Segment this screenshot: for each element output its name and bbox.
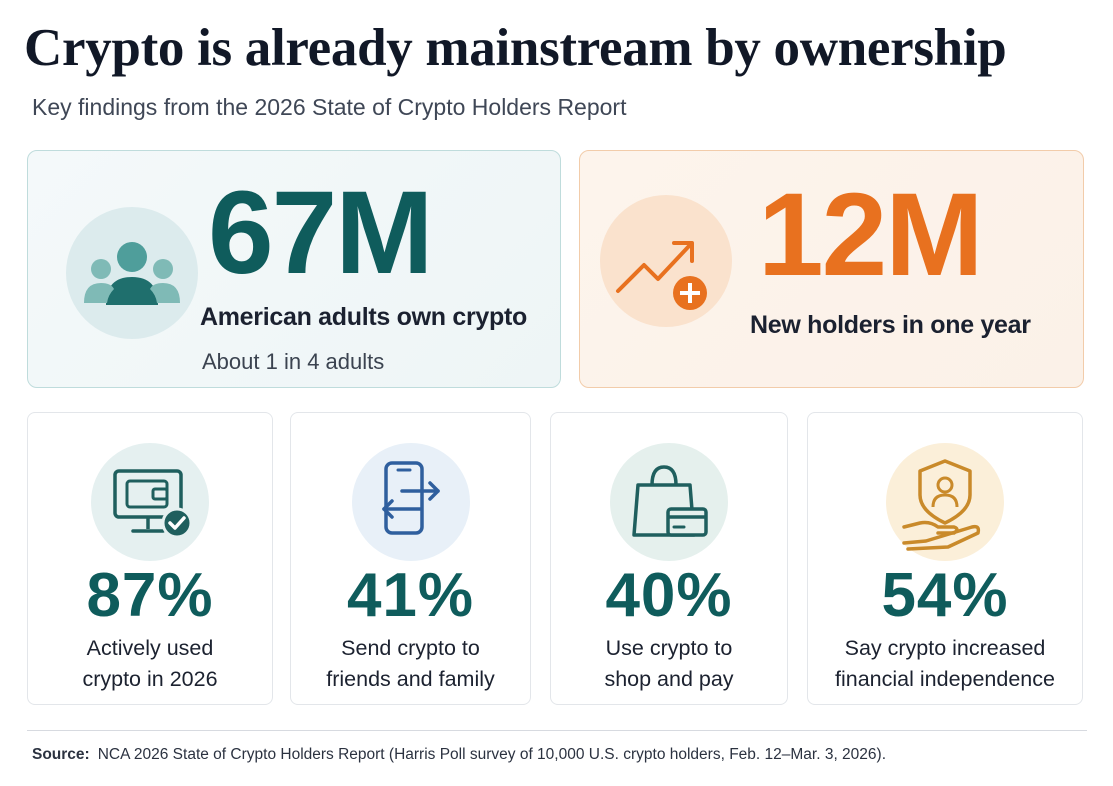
shopping-bag-card-icon	[610, 443, 728, 561]
shop-pay-card: 40% Use crypto to shop and pay	[550, 412, 788, 705]
page-title: Crypto is already mainstream by ownershi…	[24, 19, 1007, 77]
trend-up-plus-icon	[600, 195, 732, 327]
adult-owners-label: American adults own crypto	[200, 303, 527, 331]
source-text: NCA 2026 State of Crypto Holders Report …	[97, 746, 887, 763]
active-use-card: 87% Actively used crypto in 2026	[27, 412, 273, 705]
wallet-monitor-check-icon	[91, 443, 209, 561]
send-crypto-value: 41%	[346, 561, 475, 630]
active-use-label: Actively used crypto in 2026	[82, 636, 218, 691]
page-subtitle: Key findings from the 2026 State of Cryp…	[32, 94, 627, 120]
new-holders-value: 12M	[758, 169, 984, 301]
source-note: Source: NCA 2026 State of Crypto Holders …	[32, 746, 886, 764]
adult-owners-value: 67M	[208, 167, 434, 299]
financial-independence-value: 54%	[881, 561, 1009, 630]
financial-independence-label: Say crypto increased financial independe…	[835, 636, 1055, 691]
people-group-icon	[66, 207, 198, 339]
adult-owners-sublabel: About 1 in 4 adults	[202, 349, 385, 374]
phone-transfer-icon	[351, 443, 470, 561]
shield-hand-person-icon	[886, 443, 1004, 561]
shop-pay-value: 40%	[605, 561, 733, 630]
send-crypto-label: Send crypto to friends and family	[326, 636, 495, 691]
send-crypto-card: 41% Send crypto to friends and family	[290, 412, 531, 705]
footer-divider	[27, 730, 1087, 731]
adult-owners-card: 67M American adults own crypto About 1 i…	[27, 150, 561, 388]
financial-independence-card: 54% Say crypto increased financial indep…	[807, 412, 1083, 705]
new-holders-label: New holders in one year	[750, 311, 1031, 339]
shop-pay-label: Use crypto to shop and pay	[604, 636, 734, 691]
active-use-value: 87%	[86, 561, 214, 630]
new-holders-card: 12M New holders in one year	[579, 150, 1084, 388]
source-label: Source:	[32, 746, 90, 763]
